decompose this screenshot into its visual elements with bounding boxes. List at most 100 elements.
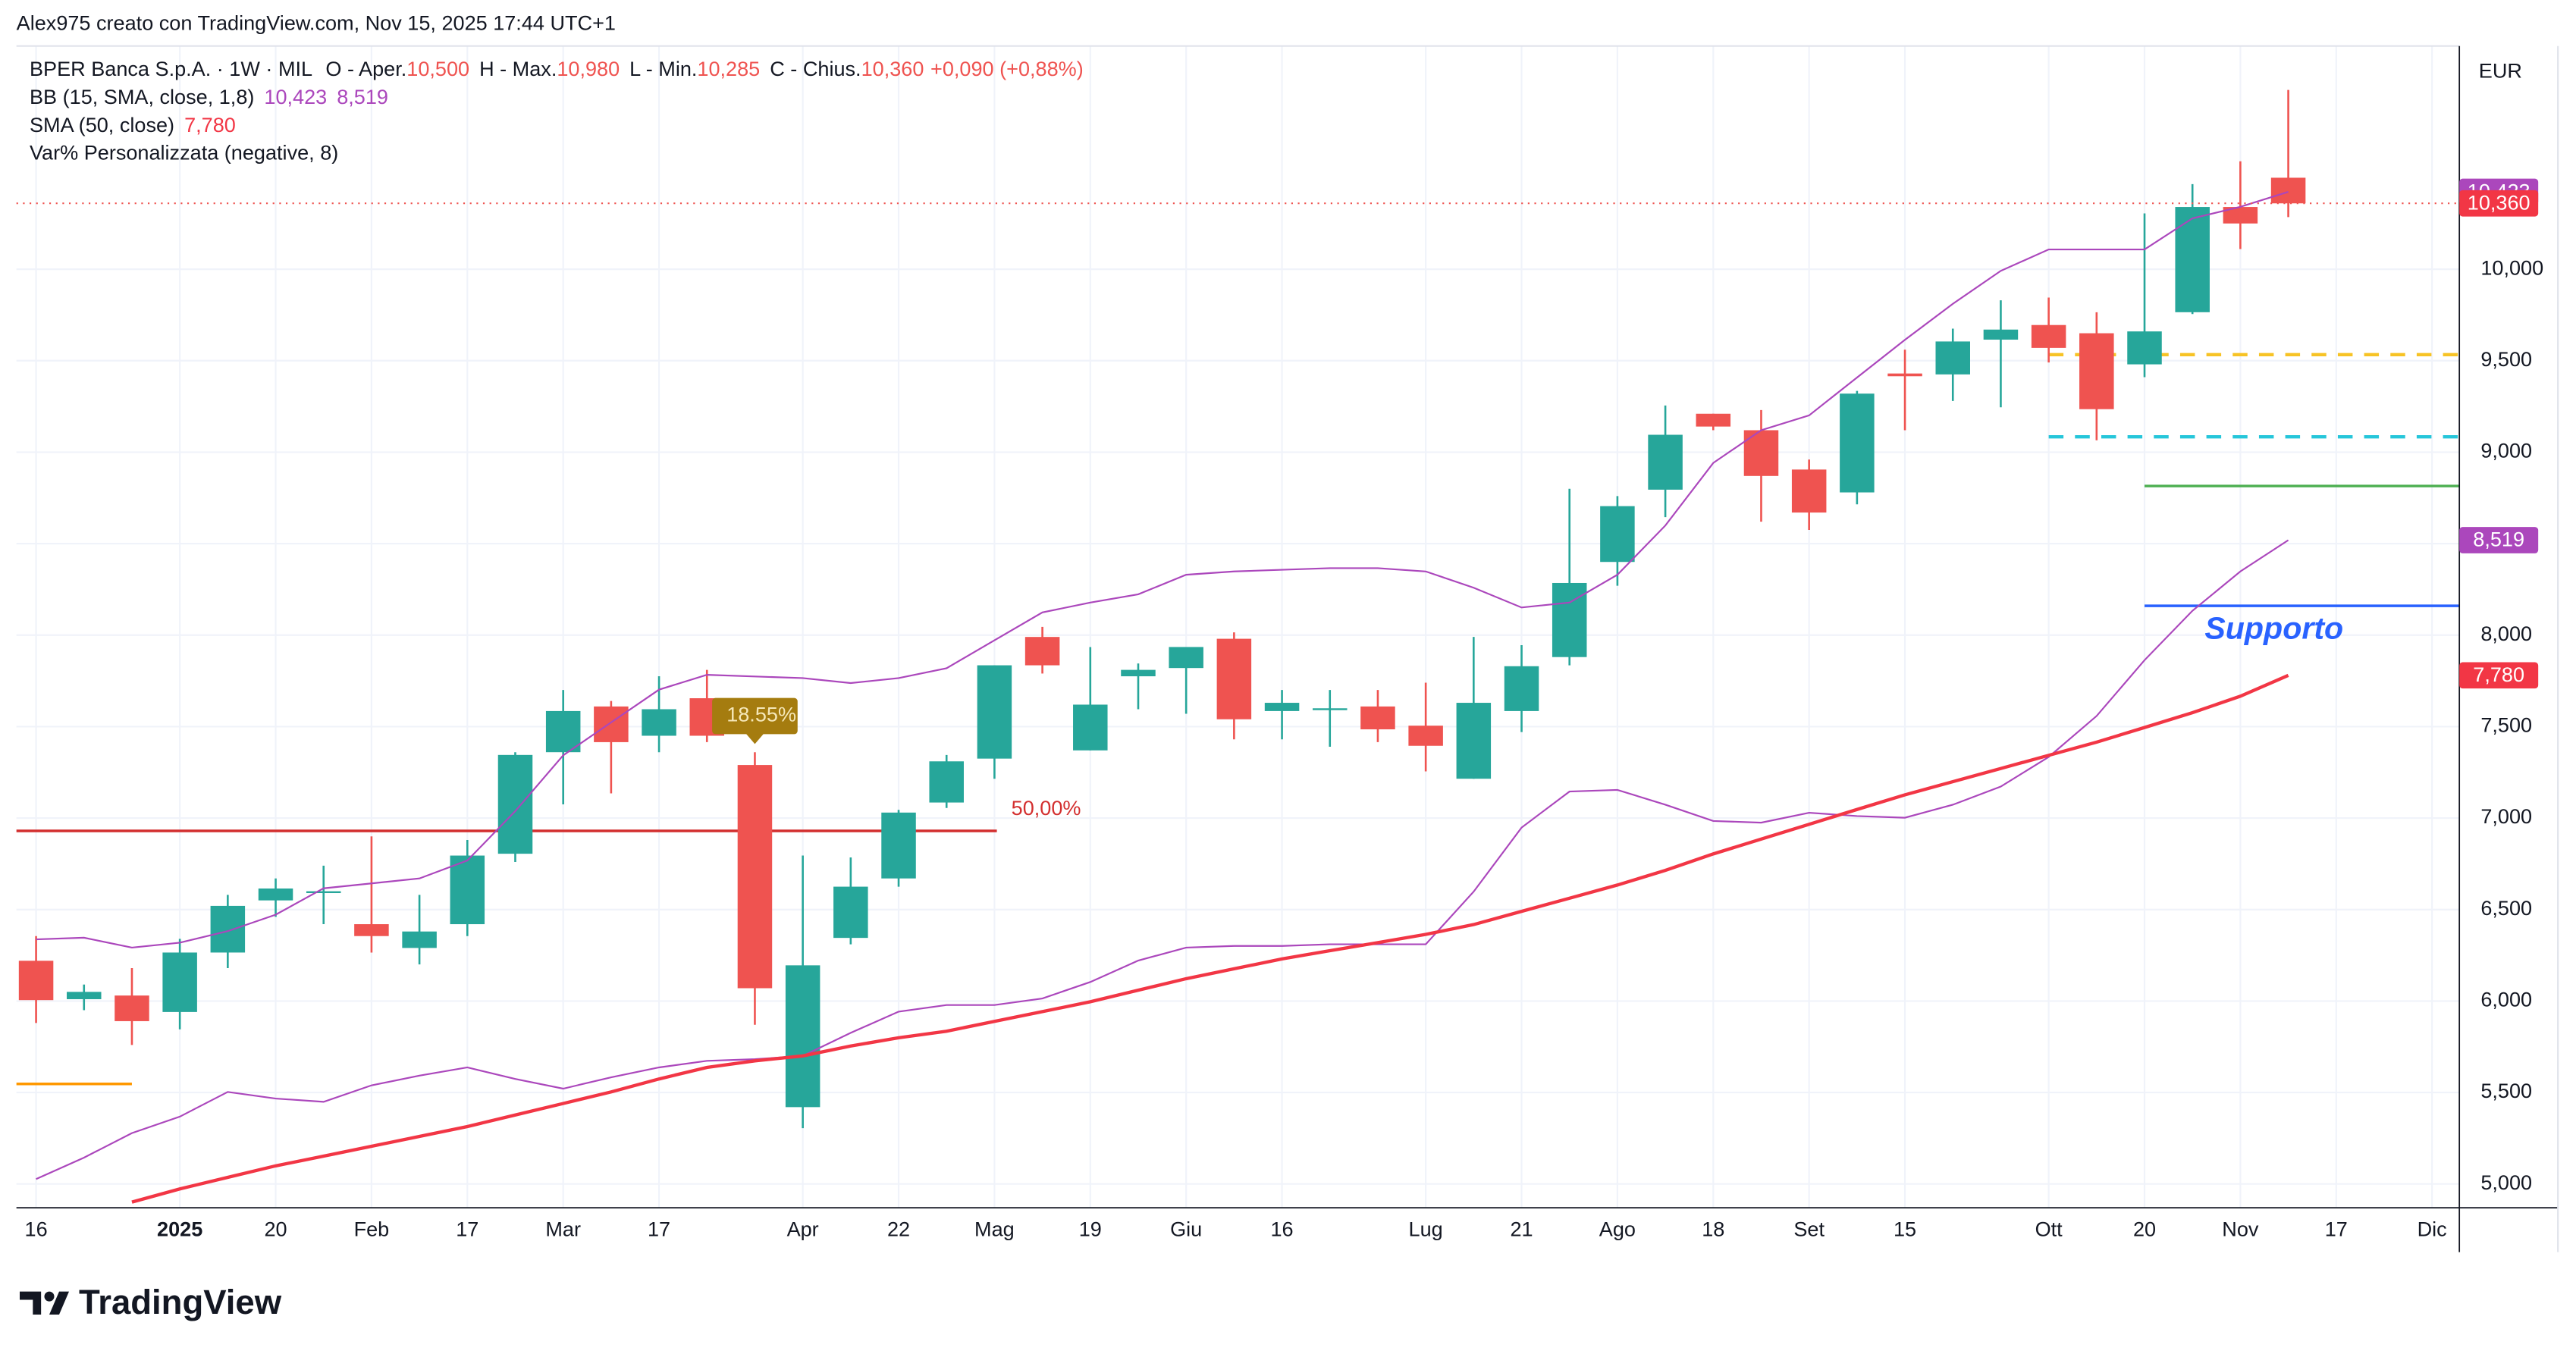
ohlc-value: 10,285 <box>697 57 760 80</box>
price-label-box <box>2459 527 2539 553</box>
indicator-line <box>36 539 2289 1180</box>
price-label-box <box>2459 662 2539 689</box>
x-tick-label: 15 <box>1894 1218 1916 1241</box>
x-tick-label: 20 <box>264 1218 287 1241</box>
price-label-box <box>2459 190 2539 217</box>
legend-indicator: SMA (50, close) 7,780 <box>30 113 236 136</box>
x-tick-label: 17 <box>648 1218 670 1241</box>
ohlc-label: O - Aper. <box>325 57 406 80</box>
candle-body <box>497 754 533 854</box>
candle-body <box>2031 324 2066 348</box>
candle-body <box>115 995 149 1021</box>
currency: EUR <box>2479 59 2522 83</box>
x-tick-label: 2025 <box>157 1218 202 1241</box>
x-tick-label: Giu <box>1170 1218 1202 1241</box>
x-tick-label: 20 <box>2133 1218 2156 1241</box>
legend-indicator: Var% Personalizzata (negative, 8) <box>30 141 338 165</box>
annotation-text: 18.55% <box>726 703 796 726</box>
candle-body <box>929 761 964 803</box>
candle-body <box>1313 708 1348 710</box>
candle-body <box>1791 469 1827 513</box>
x-tick-label: 16 <box>1271 1218 1294 1241</box>
candle-body <box>833 886 868 939</box>
y-tick-label: 7,000 <box>2480 804 2532 828</box>
price-label: 8,519 <box>2473 528 2524 551</box>
indicator-line <box>36 190 2289 949</box>
symbol: BPER Banca S.p.A. · 1W · MIL <box>30 57 312 80</box>
y-tick-label: 5,500 <box>2480 1079 2532 1102</box>
y-tick-label: 6,000 <box>2480 988 2532 1011</box>
x-tick-label: 16 <box>25 1218 48 1241</box>
candle-body <box>1073 704 1108 751</box>
price-label: 7,780 <box>2473 663 2524 686</box>
price-label: 10,360 <box>2468 190 2531 214</box>
candle-body <box>18 961 54 1001</box>
candle-body <box>594 706 629 742</box>
candle-body <box>1169 647 1203 669</box>
candle-body <box>1408 726 1443 746</box>
candle-body <box>258 888 293 901</box>
indicator-name: SMA (50, close) <box>30 113 174 136</box>
ohlc-label: C - Chius. <box>770 57 861 80</box>
y-tick-label: 7,500 <box>2480 713 2532 737</box>
x-tick-label: 18 <box>1702 1218 1724 1241</box>
x-tick-label: 21 <box>1510 1218 1533 1241</box>
indicator-line <box>131 673 2289 1204</box>
x-tick-label: Dic <box>2418 1218 2447 1241</box>
logo-icon <box>19 1291 42 1315</box>
candle-body <box>2079 333 2114 409</box>
candle-body <box>785 965 820 1108</box>
x-tick-label: Ago <box>1599 1218 1636 1241</box>
ohlc-label: H - Max. <box>479 57 557 80</box>
indicator-name: Var% Personalizzata (negative, 8) <box>30 141 338 165</box>
y-tick-label: 9,500 <box>2480 347 2532 371</box>
x-tick-label: Mag <box>974 1218 1015 1241</box>
candle-body <box>1264 703 1300 711</box>
x-tick-label: Feb <box>354 1218 390 1241</box>
candle-body <box>402 931 437 948</box>
candle-body <box>545 710 581 753</box>
y-tick-label: 6,500 <box>2480 896 2532 920</box>
candle-body <box>306 891 341 894</box>
candle-body <box>1983 329 2019 340</box>
candle-body <box>210 905 246 953</box>
candle-body <box>977 665 1012 759</box>
line-label: 50,00% <box>1012 796 1081 820</box>
candle-body <box>354 924 389 936</box>
candle-body <box>1552 582 1587 657</box>
logo-icon <box>49 1291 69 1315</box>
line-label: Supporto <box>2204 611 2343 646</box>
y-tick-label: 8,000 <box>2480 622 2532 645</box>
brand-logo: TradingView <box>19 1283 282 1321</box>
brand-name: TradingView <box>79 1283 282 1321</box>
x-tick-label: 22 <box>887 1218 910 1241</box>
x-tick-label: Ott <box>2035 1218 2063 1241</box>
candle-body <box>1216 638 1252 719</box>
candle-body <box>162 952 197 1012</box>
candle-body <box>1121 669 1156 677</box>
candle-body <box>1024 637 1060 666</box>
indicator-name: BB (15, SMA, close, 1,8) <box>30 85 254 108</box>
candle-body <box>2223 207 2258 224</box>
legend: BPER Banca S.p.A. · 1W · MIL O - Aper.10,… <box>30 57 1084 165</box>
ohlc-label: L - Min. <box>629 57 697 80</box>
legend-symbol-line: BPER Banca S.p.A. · 1W · MIL O - Aper.10,… <box>30 57 1084 80</box>
watermark: Alex975 creato con TradingView.com, Nov … <box>17 11 616 35</box>
plot: 50,00% Supporto 18.55% <box>16 89 2460 1204</box>
candle-body <box>2270 177 2306 204</box>
candle-body <box>2175 207 2210 312</box>
candle-body <box>1360 706 1395 730</box>
legend-indicator: BB (15, SMA, close, 1,8) 10,423 8,519 <box>30 85 388 108</box>
x-tick-label: 19 <box>1079 1218 1102 1241</box>
annotation-pointer <box>745 732 765 744</box>
candle-body <box>1456 703 1492 779</box>
candle-body <box>1743 430 1779 476</box>
x-tick-label: Mar <box>545 1218 581 1241</box>
ohlc-value: 10,500 <box>406 57 469 80</box>
logo-icon <box>44 1291 55 1302</box>
candle-body <box>1648 434 1683 490</box>
indicator-value: 7,780 <box>184 113 236 136</box>
x-tick-label: Nov <box>2222 1218 2259 1241</box>
